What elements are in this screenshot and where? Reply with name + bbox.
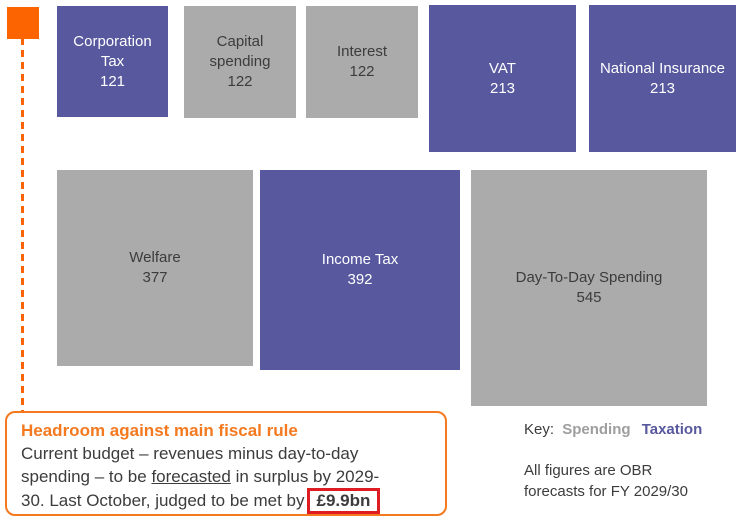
- block-value: 213: [489, 79, 516, 97]
- headroom-marker-square: [7, 7, 39, 39]
- source-footnote: All figures are OBR forecasts for FY 202…: [524, 462, 688, 500]
- legend-spending: Spending: [562, 421, 631, 438]
- block-label: National Insurance: [599, 59, 726, 77]
- headroom-connector-dashed-line: [21, 38, 24, 411]
- block-value: 377: [142, 269, 168, 286]
- block-interest: Interest 122: [306, 6, 418, 118]
- block-corporation-tax: Corporation Tax 121: [57, 6, 168, 117]
- block-label: Day-To-Day Spending: [515, 269, 663, 286]
- block-label: Capital spending: [209, 33, 271, 70]
- block-value: 545: [576, 289, 602, 306]
- legend: Key: Spending Taxation: [524, 421, 702, 438]
- block-value: 122: [349, 63, 375, 80]
- block-day-to-day-spending: Day-To-Day Spending 545: [471, 170, 707, 406]
- block-label: Income Tax: [321, 251, 399, 268]
- annotation-line-2: spending – to be forecasted in surplus b…: [21, 467, 380, 486]
- annotation-line-3: 30. Last October, judged to be met by £9.…: [21, 488, 431, 514]
- annotation-title: Headroom against main fiscal rule: [21, 421, 298, 440]
- block-welfare: Welfare 377: [57, 170, 253, 366]
- block-capital-spending: Capital spending 122: [184, 6, 296, 118]
- block-value: 121: [99, 72, 126, 90]
- block-label: Welfare: [129, 249, 181, 266]
- block-value: 122: [227, 73, 253, 90]
- legend-taxation: Taxation: [641, 421, 703, 438]
- headroom-annotation-box: Headroom against main fiscal rule Curren…: [5, 411, 447, 516]
- headroom-value-highlight: £9.9bn: [306, 488, 381, 514]
- annotation-line-1: Current budget – revenues minus day-to-d…: [21, 444, 359, 463]
- block-label: VAT: [489, 59, 516, 77]
- block-national-insurance: National Insurance 213: [589, 5, 736, 152]
- block-label: Interest: [336, 43, 388, 60]
- block-income-tax: Income Tax 392: [260, 170, 460, 370]
- block-label: Corporation Tax: [73, 32, 152, 70]
- block-vat: VAT 213: [429, 5, 576, 152]
- block-value: 392: [347, 271, 373, 288]
- underlined-word: forecasted: [151, 467, 231, 486]
- block-value: 213: [649, 79, 676, 97]
- legend-prefix: Key:: [524, 421, 555, 438]
